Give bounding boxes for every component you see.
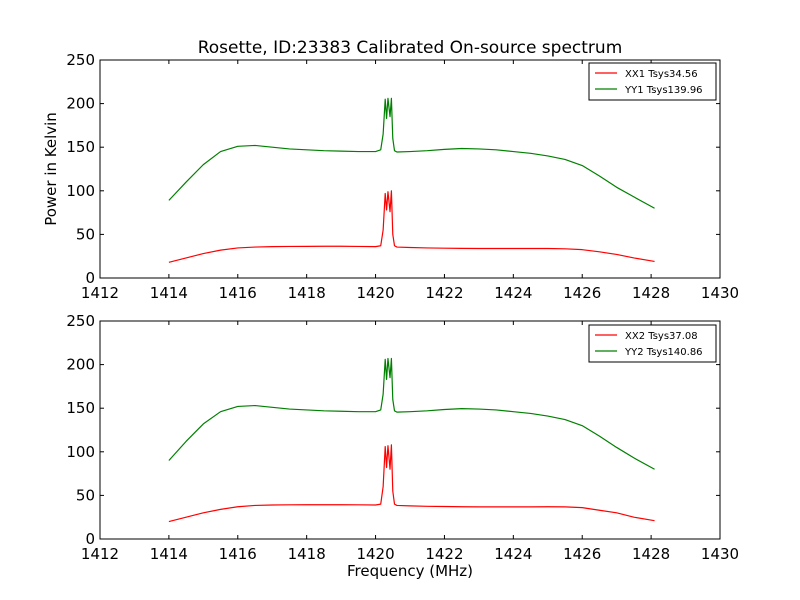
y-tick-label: 150 bbox=[66, 138, 95, 156]
x-tick-label: 1420 bbox=[356, 545, 394, 563]
y-axis-label: Power in Kelvin bbox=[42, 112, 60, 226]
x-tick-label: 1422 bbox=[425, 284, 463, 302]
top-panel: 1412 1414 1416 1418 1420 1422 1424 1426 1428 1430… bbox=[66, 51, 739, 302]
legend-label: XX1 Tsys34.56 bbox=[625, 69, 698, 80]
x-tick-label: 1430 bbox=[701, 284, 739, 302]
y-tick-label: 0 bbox=[85, 269, 95, 287]
series-line-yy2 bbox=[168, 357, 655, 470]
legend-box bbox=[588, 62, 717, 101]
y-tick-label: 50 bbox=[76, 225, 95, 243]
x-tick-label: 1424 bbox=[494, 545, 532, 563]
x-tick-label: 1416 bbox=[219, 284, 257, 302]
bottom-panel: 1412 1414 1416 1418 1420 1422 1424 1426 1428 1430… bbox=[66, 312, 739, 563]
x-tick-label: 1416 bbox=[219, 545, 257, 563]
x-tick-label: 1424 bbox=[494, 284, 532, 302]
legend-label: XX2 Tsys37.08 bbox=[625, 331, 698, 342]
legend: XX2 Tsys37.08 YY2 Tsys140.86 bbox=[588, 324, 717, 363]
x-tick-label: 1430 bbox=[701, 545, 739, 563]
axes-frame bbox=[99, 320, 721, 540]
y-tick-label: 200 bbox=[66, 95, 95, 113]
x-tick-label: 1422 bbox=[425, 545, 463, 563]
x-tick-label: 1414 bbox=[150, 284, 188, 302]
series-line-xx1 bbox=[168, 190, 655, 263]
x-tick-label: 1426 bbox=[563, 284, 601, 302]
y-tick-label: 50 bbox=[76, 486, 95, 504]
x-tick-label: 1426 bbox=[563, 545, 601, 563]
x-tick-label: 1412 bbox=[81, 284, 119, 302]
legend-box bbox=[588, 324, 717, 363]
series-line-xx2 bbox=[168, 444, 655, 523]
y-tick-label: 250 bbox=[66, 312, 95, 330]
legend-label: YY1 Tsys139.96 bbox=[624, 85, 703, 96]
series-line-yy1 bbox=[168, 97, 655, 209]
axes-frame bbox=[99, 59, 721, 279]
legend-label: YY2 Tsys140.86 bbox=[624, 347, 703, 358]
y-tick-label: 100 bbox=[66, 182, 95, 200]
x-tick-label: 1428 bbox=[632, 545, 670, 563]
figure-title: Rosette, ID:23383 Calibrated On-source s… bbox=[198, 38, 623, 58]
x-tick-label: 1418 bbox=[288, 545, 326, 563]
x-tick-label: 1414 bbox=[150, 545, 188, 563]
y-tick-label: 150 bbox=[66, 399, 95, 417]
x-tick-label: 1428 bbox=[632, 284, 670, 302]
x-tick-label: 1418 bbox=[288, 284, 326, 302]
x-tick-label: 1420 bbox=[356, 284, 394, 302]
y-tick-label: 200 bbox=[66, 356, 95, 374]
x-axis-label: Frequency (MHz) bbox=[347, 562, 473, 580]
y-tick-label: 100 bbox=[66, 443, 95, 461]
legend: XX1 Tsys34.56 YY1 Tsys139.96 bbox=[588, 62, 717, 101]
y-tick-label: 0 bbox=[85, 530, 95, 548]
x-tick-label: 1412 bbox=[81, 545, 119, 563]
y-tick-label: 250 bbox=[66, 51, 95, 69]
